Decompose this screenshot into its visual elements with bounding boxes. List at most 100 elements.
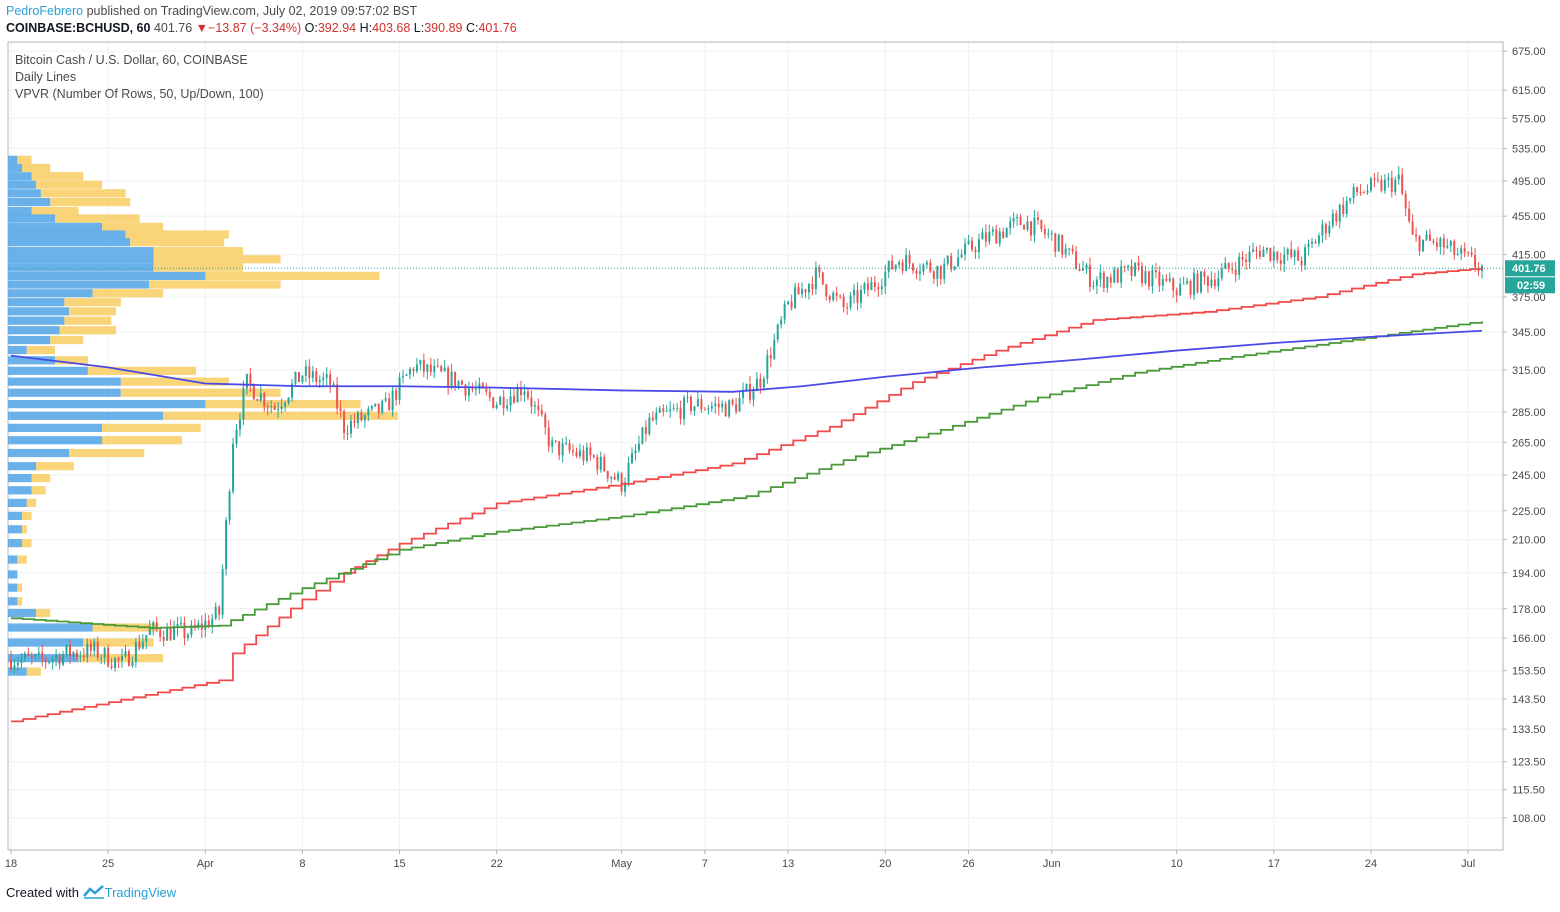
candle-body — [238, 419, 241, 430]
candle-body — [311, 371, 314, 378]
x-tick-label: 8 — [299, 858, 305, 870]
author-link[interactable]: PedroFebrero — [6, 4, 84, 18]
candle-body — [65, 644, 68, 655]
candle-body — [1311, 241, 1314, 244]
high-value: 403.68 — [372, 21, 411, 35]
y-tick-label: 245.00 — [1512, 470, 1546, 482]
candle-body — [613, 476, 616, 480]
vp-bar-down — [205, 271, 380, 281]
candle-body — [270, 406, 273, 408]
candle-body — [1356, 187, 1359, 193]
candle-body — [349, 420, 352, 434]
candle-body — [846, 307, 849, 309]
candle-body — [835, 292, 838, 296]
candle-body — [86, 643, 89, 658]
vp-bar-up — [8, 316, 65, 325]
candle-body — [731, 400, 734, 405]
candle-body — [523, 391, 526, 396]
candle-body — [1470, 252, 1473, 255]
vp-bar-down — [26, 498, 37, 507]
candle-body — [1269, 247, 1272, 261]
candle-body — [450, 371, 453, 388]
candle-body — [1404, 193, 1407, 209]
candle-body — [467, 388, 470, 396]
candle-body — [1224, 262, 1227, 269]
vp-bar-down — [92, 289, 164, 298]
candle-body — [232, 443, 235, 492]
tradingview-brand[interactable]: TradingView — [104, 885, 177, 900]
candle-body — [166, 627, 169, 641]
vp-bar-down — [153, 255, 281, 264]
candle-body — [402, 375, 405, 378]
candle-body — [1293, 250, 1296, 257]
candle-body — [23, 653, 26, 659]
change-value: −13.87 (−3.34%) — [208, 21, 302, 35]
candle-body — [631, 453, 634, 464]
candle-body — [370, 406, 373, 409]
vp-bar-up — [8, 539, 23, 548]
candle-body — [89, 643, 92, 651]
candle-body — [971, 240, 974, 250]
vp-bar-down — [205, 400, 361, 409]
candle-body — [575, 451, 578, 457]
candle-body — [700, 399, 703, 410]
vp-bar-down — [17, 155, 32, 164]
x-axis: 18 25 Apr 8 15 22 May 7 13 20 26 Jun 10 17 24 Jul — [5, 850, 1475, 870]
line-series-blue — [10, 329, 1483, 393]
candle-body — [686, 396, 689, 398]
candle-body — [610, 476, 613, 479]
vp-bar-up — [8, 623, 93, 632]
candle-body — [873, 282, 876, 288]
candle-body — [1304, 247, 1307, 266]
candle-body — [884, 271, 887, 287]
candle-body — [454, 371, 457, 388]
candle-body — [519, 387, 522, 396]
vp-bar-up — [8, 436, 102, 445]
vp-bar-down — [102, 222, 164, 231]
candle-body — [388, 398, 391, 411]
candle-body — [225, 520, 228, 570]
candle-body — [776, 324, 779, 340]
candle-body — [419, 360, 422, 365]
candle-body — [152, 622, 155, 628]
y-tick-label: 123.50 — [1512, 757, 1546, 769]
candle-body — [1422, 239, 1425, 252]
vp-bar-up — [8, 307, 70, 316]
candle-body — [464, 384, 467, 396]
y-tick-label: 153.50 — [1512, 666, 1546, 678]
candle-body — [121, 655, 124, 661]
candle-body — [1463, 248, 1466, 253]
candle-body — [405, 374, 408, 376]
candle-body — [332, 384, 335, 386]
candle-body — [946, 255, 949, 264]
candle-body — [228, 491, 231, 521]
candle-body — [395, 390, 398, 400]
vp-bar-down — [163, 411, 399, 420]
candle-body — [1130, 265, 1133, 276]
candle-body — [13, 665, 16, 670]
candle-body — [662, 408, 665, 412]
candle-body — [1453, 240, 1456, 255]
candle-body — [1238, 256, 1241, 275]
candle-body — [499, 396, 502, 405]
candle-body — [218, 606, 221, 615]
vp-bar-down — [153, 247, 243, 256]
candle-body — [207, 620, 210, 628]
candle-body — [717, 403, 720, 408]
candle-body — [710, 405, 713, 409]
y-tick-label: 615.00 — [1512, 85, 1546, 97]
candle-body — [461, 381, 464, 385]
candle-body — [1321, 224, 1324, 236]
candle-body — [738, 397, 741, 412]
x-tick-label: 18 — [5, 858, 17, 870]
candle-body — [1102, 272, 1105, 288]
candle-body — [398, 377, 401, 400]
candle-body — [960, 254, 963, 258]
candle-body — [433, 365, 436, 373]
candle-body — [617, 473, 620, 480]
vp-bar-down — [102, 436, 182, 445]
candle-body — [759, 378, 762, 388]
candle-body — [1449, 240, 1452, 246]
candle-body — [263, 393, 266, 407]
